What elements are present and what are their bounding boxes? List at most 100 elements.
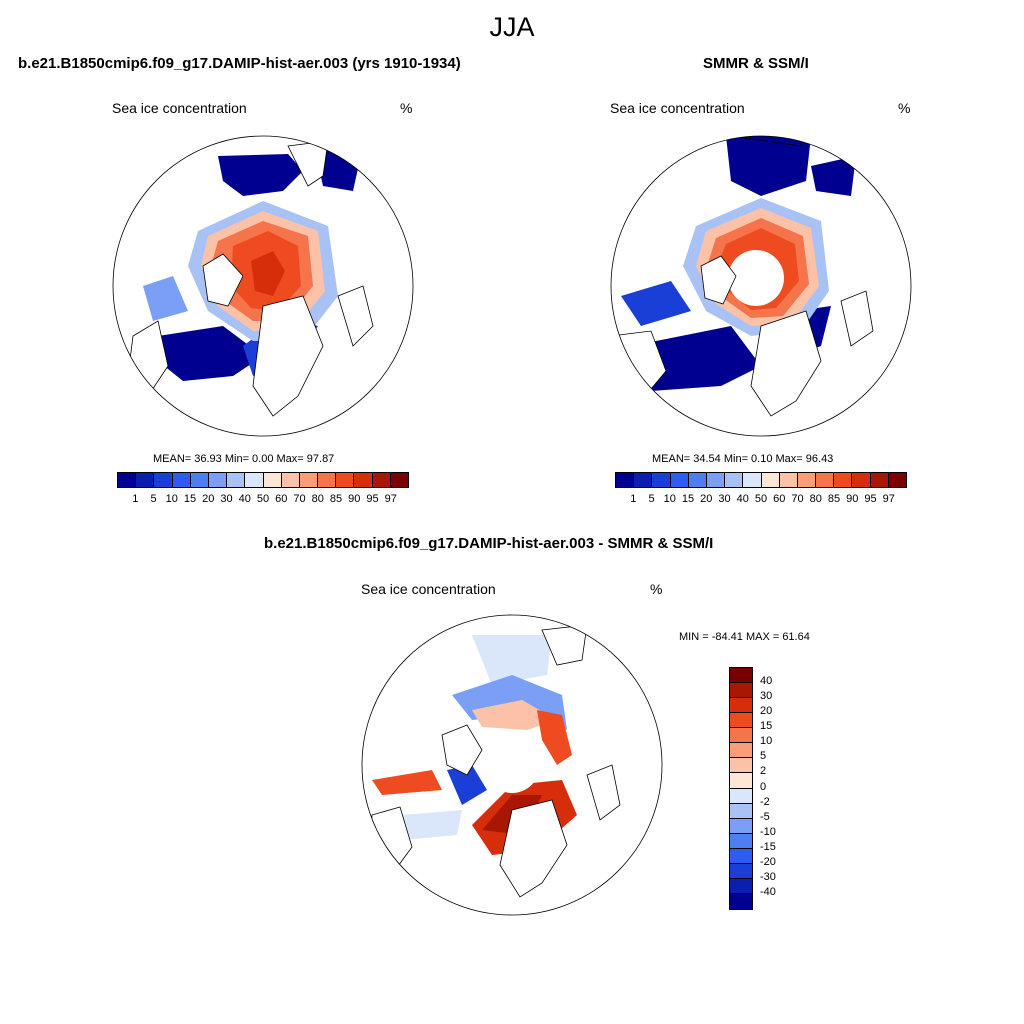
model-colorbar-tick: 5 [150, 493, 157, 505]
obs-colorbar-swatch [706, 473, 726, 487]
diff-colorbar-swatch [730, 893, 752, 909]
diff-colorbar-tick: 5 [760, 750, 767, 763]
obs-colorbar-tick: 20 [700, 493, 713, 505]
obs-colorbar-tick: 70 [791, 493, 804, 505]
obs-colorbar-tick: 1 [630, 493, 637, 505]
obs-colorbar-tick: 80 [809, 493, 822, 505]
model-colorbar-tick: 90 [348, 493, 361, 505]
model-colorbar-swatch [318, 473, 337, 487]
figure-title: JJA [489, 12, 535, 42]
model-units-label: % [400, 100, 413, 116]
obs-colorbar-ticks: 1 5 10 15 20 30 40 50 60 70 80 85 90 95 97 [615, 493, 907, 505]
model-colorbar-ticks: 1 5 10 15 20 30 40 50 60 70 80 85 90 95 97 [117, 493, 409, 505]
model-colorbar-tick: 20 [202, 493, 215, 505]
obs-colorbar-swatch [852, 473, 871, 487]
model-colorbar-tick: 70 [293, 493, 306, 505]
model-colorbar-swatch [354, 473, 373, 487]
diff-colorbar-swatch [730, 788, 752, 804]
obs-colorbar-tick: 97 [882, 493, 895, 505]
model-colorbar-swatch [154, 473, 173, 487]
model-colorbar-tick: 60 [275, 493, 288, 505]
diff-colorbar-swatch [730, 803, 752, 819]
model-stats: MEAN= 36.93 Min= 0.00 Max= 97.87 [153, 453, 335, 465]
model-colorbar-swatch [336, 473, 355, 487]
diff-colorbar-swatch [730, 743, 752, 759]
diff-colorbar-tick: -20 [760, 855, 776, 868]
obs-colorbar-swatch [797, 473, 817, 487]
obs-colorbar [615, 472, 907, 488]
model-colorbar-tick: 30 [220, 493, 233, 505]
diff-colorbar-swatch [730, 713, 752, 729]
diff-colorbar-swatch [730, 758, 752, 774]
obs-colorbar-swatch [834, 473, 853, 487]
model-colorbar-swatch [390, 473, 408, 487]
diff-colorbar-swatch [730, 698, 752, 714]
diff-colorbar-tick: 0 [760, 780, 767, 793]
diff-colorbar-tick: -15 [760, 840, 776, 853]
obs-colorbar-tick: 5 [648, 493, 655, 505]
model-colorbar-tick: 80 [311, 493, 324, 505]
diff-colorbar-ticks: 40 30 20 15 10 5 2 0 -2 -5 -10 -15 -20 -30 -40 [760, 667, 820, 910]
model-colorbar-swatch [172, 473, 191, 487]
diff-polar-map [361, 614, 663, 916]
obs-colorbar-swatch [816, 473, 835, 487]
diff-panel-title: b.e21.B1850cmip6.f09_g17.DAMIP-hist-aer.… [264, 535, 714, 552]
model-colorbar-swatch [227, 473, 246, 487]
diff-colorbar-swatch [730, 863, 752, 879]
obs-colorbar-tick: 85 [827, 493, 841, 505]
obs-stats: MEAN= 34.54 Min= 0.10 Max= 96.43 [652, 453, 834, 465]
obs-variable-label: Sea ice concentration [610, 100, 745, 116]
model-colorbar-swatch [136, 473, 155, 487]
diff-colorbar-swatch [730, 833, 752, 849]
diff-colorbar-swatch [730, 728, 752, 744]
model-colorbar-tick: 15 [183, 493, 197, 505]
obs-panel-title: SMMR & SSM/I [703, 55, 809, 72]
diff-colorbar-tick: -10 [760, 825, 776, 838]
diff-colorbar-tick: 10 [760, 735, 773, 748]
model-colorbar-swatch [281, 473, 300, 487]
diff-units-label: % [650, 581, 663, 597]
diff-colorbar-tick: 40 [760, 675, 773, 688]
obs-colorbar-tick: 90 [846, 493, 859, 505]
obs-colorbar-tick: 30 [718, 493, 731, 505]
model-colorbar-swatch [190, 473, 209, 487]
model-colorbar-swatch [372, 473, 391, 487]
model-panel-title: b.e21.B1850cmip6.f09_g17.DAMIP-hist-aer.… [18, 55, 461, 72]
model-colorbar-swatch [208, 473, 228, 487]
diff-colorbar [729, 667, 753, 910]
obs-colorbar-tick: 60 [773, 493, 786, 505]
model-colorbar-tick: 97 [384, 493, 397, 505]
diff-stats: MIN = -84.41 MAX = 61.64 [679, 631, 810, 643]
obs-colorbar-swatch [761, 473, 780, 487]
obs-colorbar-swatch [688, 473, 707, 487]
model-colorbar-tick: 40 [238, 493, 251, 505]
obs-colorbar-tick: 15 [681, 493, 695, 505]
diff-variable-label: Sea ice concentration [361, 581, 496, 597]
obs-colorbar-swatch [743, 473, 762, 487]
model-polar-map [112, 135, 414, 437]
diff-colorbar-swatch [730, 878, 752, 894]
model-colorbar-swatch [263, 473, 282, 487]
diff-colorbar-swatch [730, 818, 752, 834]
diff-colorbar-tick: -2 [760, 795, 770, 808]
model-colorbar-swatch [245, 473, 264, 487]
obs-colorbar-tick: 95 [864, 493, 877, 505]
obs-colorbar-swatch [634, 473, 653, 487]
obs-colorbar-tick: 10 [663, 493, 676, 505]
model-variable-label: Sea ice concentration [112, 100, 247, 116]
obs-polar-map [610, 135, 912, 437]
obs-colorbar-swatch [725, 473, 744, 487]
diff-colorbar-swatch [730, 683, 752, 699]
model-colorbar-swatch [118, 473, 137, 487]
model-colorbar-tick: 95 [366, 493, 379, 505]
diff-colorbar-tick: -30 [760, 870, 776, 883]
obs-colorbar-tick: 50 [754, 493, 768, 505]
model-colorbar-tick: 50 [256, 493, 270, 505]
obs-colorbar-swatch [870, 473, 889, 487]
obs-units-label: % [898, 100, 911, 116]
diff-colorbar-tick: -40 [760, 885, 776, 898]
model-colorbar-tick: 85 [329, 493, 343, 505]
diff-colorbar-tick: 15 [760, 720, 773, 733]
model-colorbar-tick: 1 [132, 493, 139, 505]
diff-colorbar-tick: 2 [760, 765, 767, 778]
